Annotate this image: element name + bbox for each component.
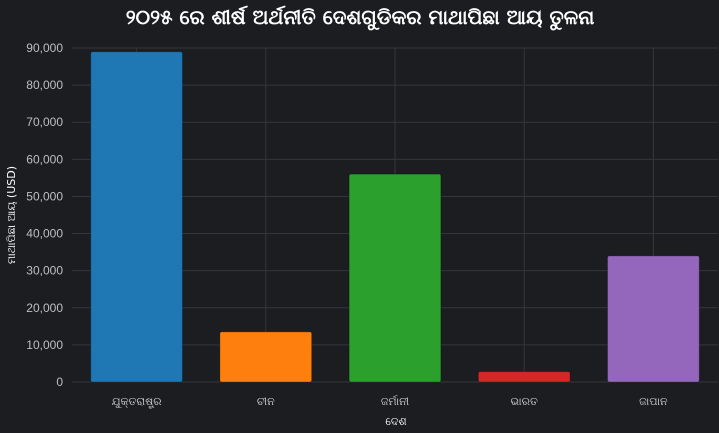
y-axis-ticks: 0 10,000 20,000 30,000 40,000 50,000 60,000 70,… — [26, 41, 63, 389]
y-tick-label: 0 — [56, 375, 63, 389]
bar — [477, 371, 571, 383]
y-tick-label: 60,000 — [26, 152, 63, 166]
x-tick-label: ଚୀନ — [257, 395, 275, 408]
bar — [90, 51, 183, 383]
x-tick-label: ଜାପାନ — [639, 395, 668, 408]
x-axis-ticks: ଯୁକ୍ତରାଷ୍ଟ୍ର ଚୀନ ଜର୍ମାନୀ ଭାରତ ଜାପାନ — [112, 395, 668, 409]
bar — [219, 331, 313, 383]
y-axis-label: ମାଥାପିଛା ଆୟ (USD) — [5, 166, 18, 264]
y-tick-label: 90,000 — [26, 41, 63, 55]
y-tick-label: 40,000 — [26, 227, 63, 241]
y-tick-label: 50,000 — [26, 189, 63, 203]
x-axis-label: ଦେଶ — [385, 415, 406, 428]
bar — [607, 255, 700, 383]
y-tick-label: 70,000 — [26, 115, 63, 129]
y-tick-label: 30,000 — [26, 264, 63, 278]
x-tick-label: ଯୁକ୍ତରାଷ୍ଟ୍ର — [112, 395, 162, 409]
y-tick-label: 80,000 — [26, 78, 63, 92]
x-tick-label: ଭାରତ — [511, 395, 539, 408]
bars — [90, 51, 700, 383]
x-tick-label: ଜର୍ମାନୀ — [381, 395, 410, 408]
y-tick-label: 10,000 — [26, 338, 63, 352]
y-tick-label: 20,000 — [26, 301, 63, 315]
chart-title: ୨୦୨୫ ରେ ଶୀର୍ଷ ଅର୍ଥନୀତି ଦେଶଗୁଡିକର ମାଥାପିଛ… — [126, 5, 595, 31]
bar — [348, 173, 442, 383]
